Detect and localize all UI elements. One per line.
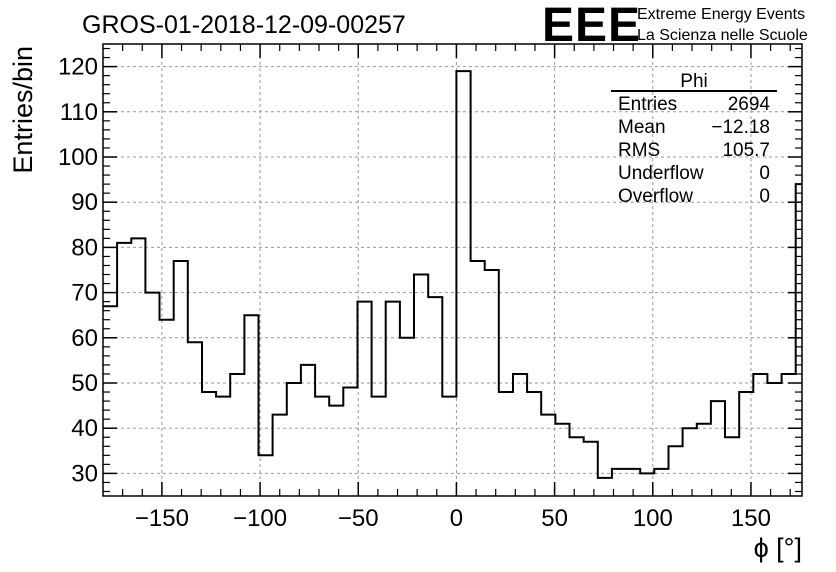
y-tick-label: 60 <box>71 325 98 352</box>
chart-title: GROS-01-2018-12-09-00257 <box>82 11 406 39</box>
y-tick-label: 110 <box>60 99 98 126</box>
grid-lines <box>103 44 802 496</box>
stats-row-value: 105.7 <box>722 140 770 161</box>
logo-subtitle-2: La Scienza nelle Scuole <box>637 27 808 44</box>
stats-row-value: 2694 <box>728 94 771 115</box>
logo-subtitle-1: Extreme Energy Events <box>637 6 805 23</box>
plot-frame <box>102 43 803 497</box>
stats-row-label: Entries <box>618 94 677 115</box>
x-tick-label: −150 <box>135 505 189 532</box>
x-tick-labels: −150 −100 −50 0 50 100 150 <box>135 505 771 532</box>
x-tick-label: 0 <box>450 505 463 532</box>
x-axis-label: ϕ [°] <box>754 533 802 563</box>
y-tick-label: 80 <box>71 234 98 261</box>
y-axis-label: Entries/bin <box>8 46 38 174</box>
y-tick-label: 40 <box>71 415 98 442</box>
x-tick-label: 100 <box>633 505 673 532</box>
x-tick-label: 150 <box>731 505 771 532</box>
stats-row-label: Mean <box>618 117 666 138</box>
histogram-line <box>103 70 802 479</box>
y-tick-label: 50 <box>71 370 98 397</box>
stats-row-label: Overflow <box>618 186 693 207</box>
y-tick-label: 100 <box>58 144 98 171</box>
stats-rows: Entries 2694 Mean −12.18 RMS 105.7 Underflow 0 O… <box>618 94 770 207</box>
axis-ticks <box>103 44 802 496</box>
y-tick-label: 120 <box>58 54 98 81</box>
stats-row-value: 0 <box>759 186 770 207</box>
stats-row-label: RMS <box>618 140 660 161</box>
x-tick-label: 50 <box>541 505 568 532</box>
y-tick-label: 70 <box>71 280 98 307</box>
eee-logo: EEE Extreme Energy Events La Scienza nel… <box>542 0 808 52</box>
x-tick-label: −100 <box>233 505 287 532</box>
x-tick-label: −50 <box>338 505 379 532</box>
y-tick-labels: 30 40 50 60 70 80 90 100 110 120 <box>58 54 98 488</box>
stats-row-value: −12.18 <box>711 117 770 138</box>
eee-logo-text: EEE <box>542 0 641 52</box>
stats-box: Phi Entries 2694 Mean −12.18 RMS 105.7 Underfl… <box>611 71 777 207</box>
y-tick-label: 90 <box>71 189 98 216</box>
stats-box-title: Phi <box>680 71 707 92</box>
y-tick-label: 30 <box>71 460 98 487</box>
stats-row-value: 0 <box>759 163 770 184</box>
stats-row-label: Underflow <box>618 163 704 184</box>
